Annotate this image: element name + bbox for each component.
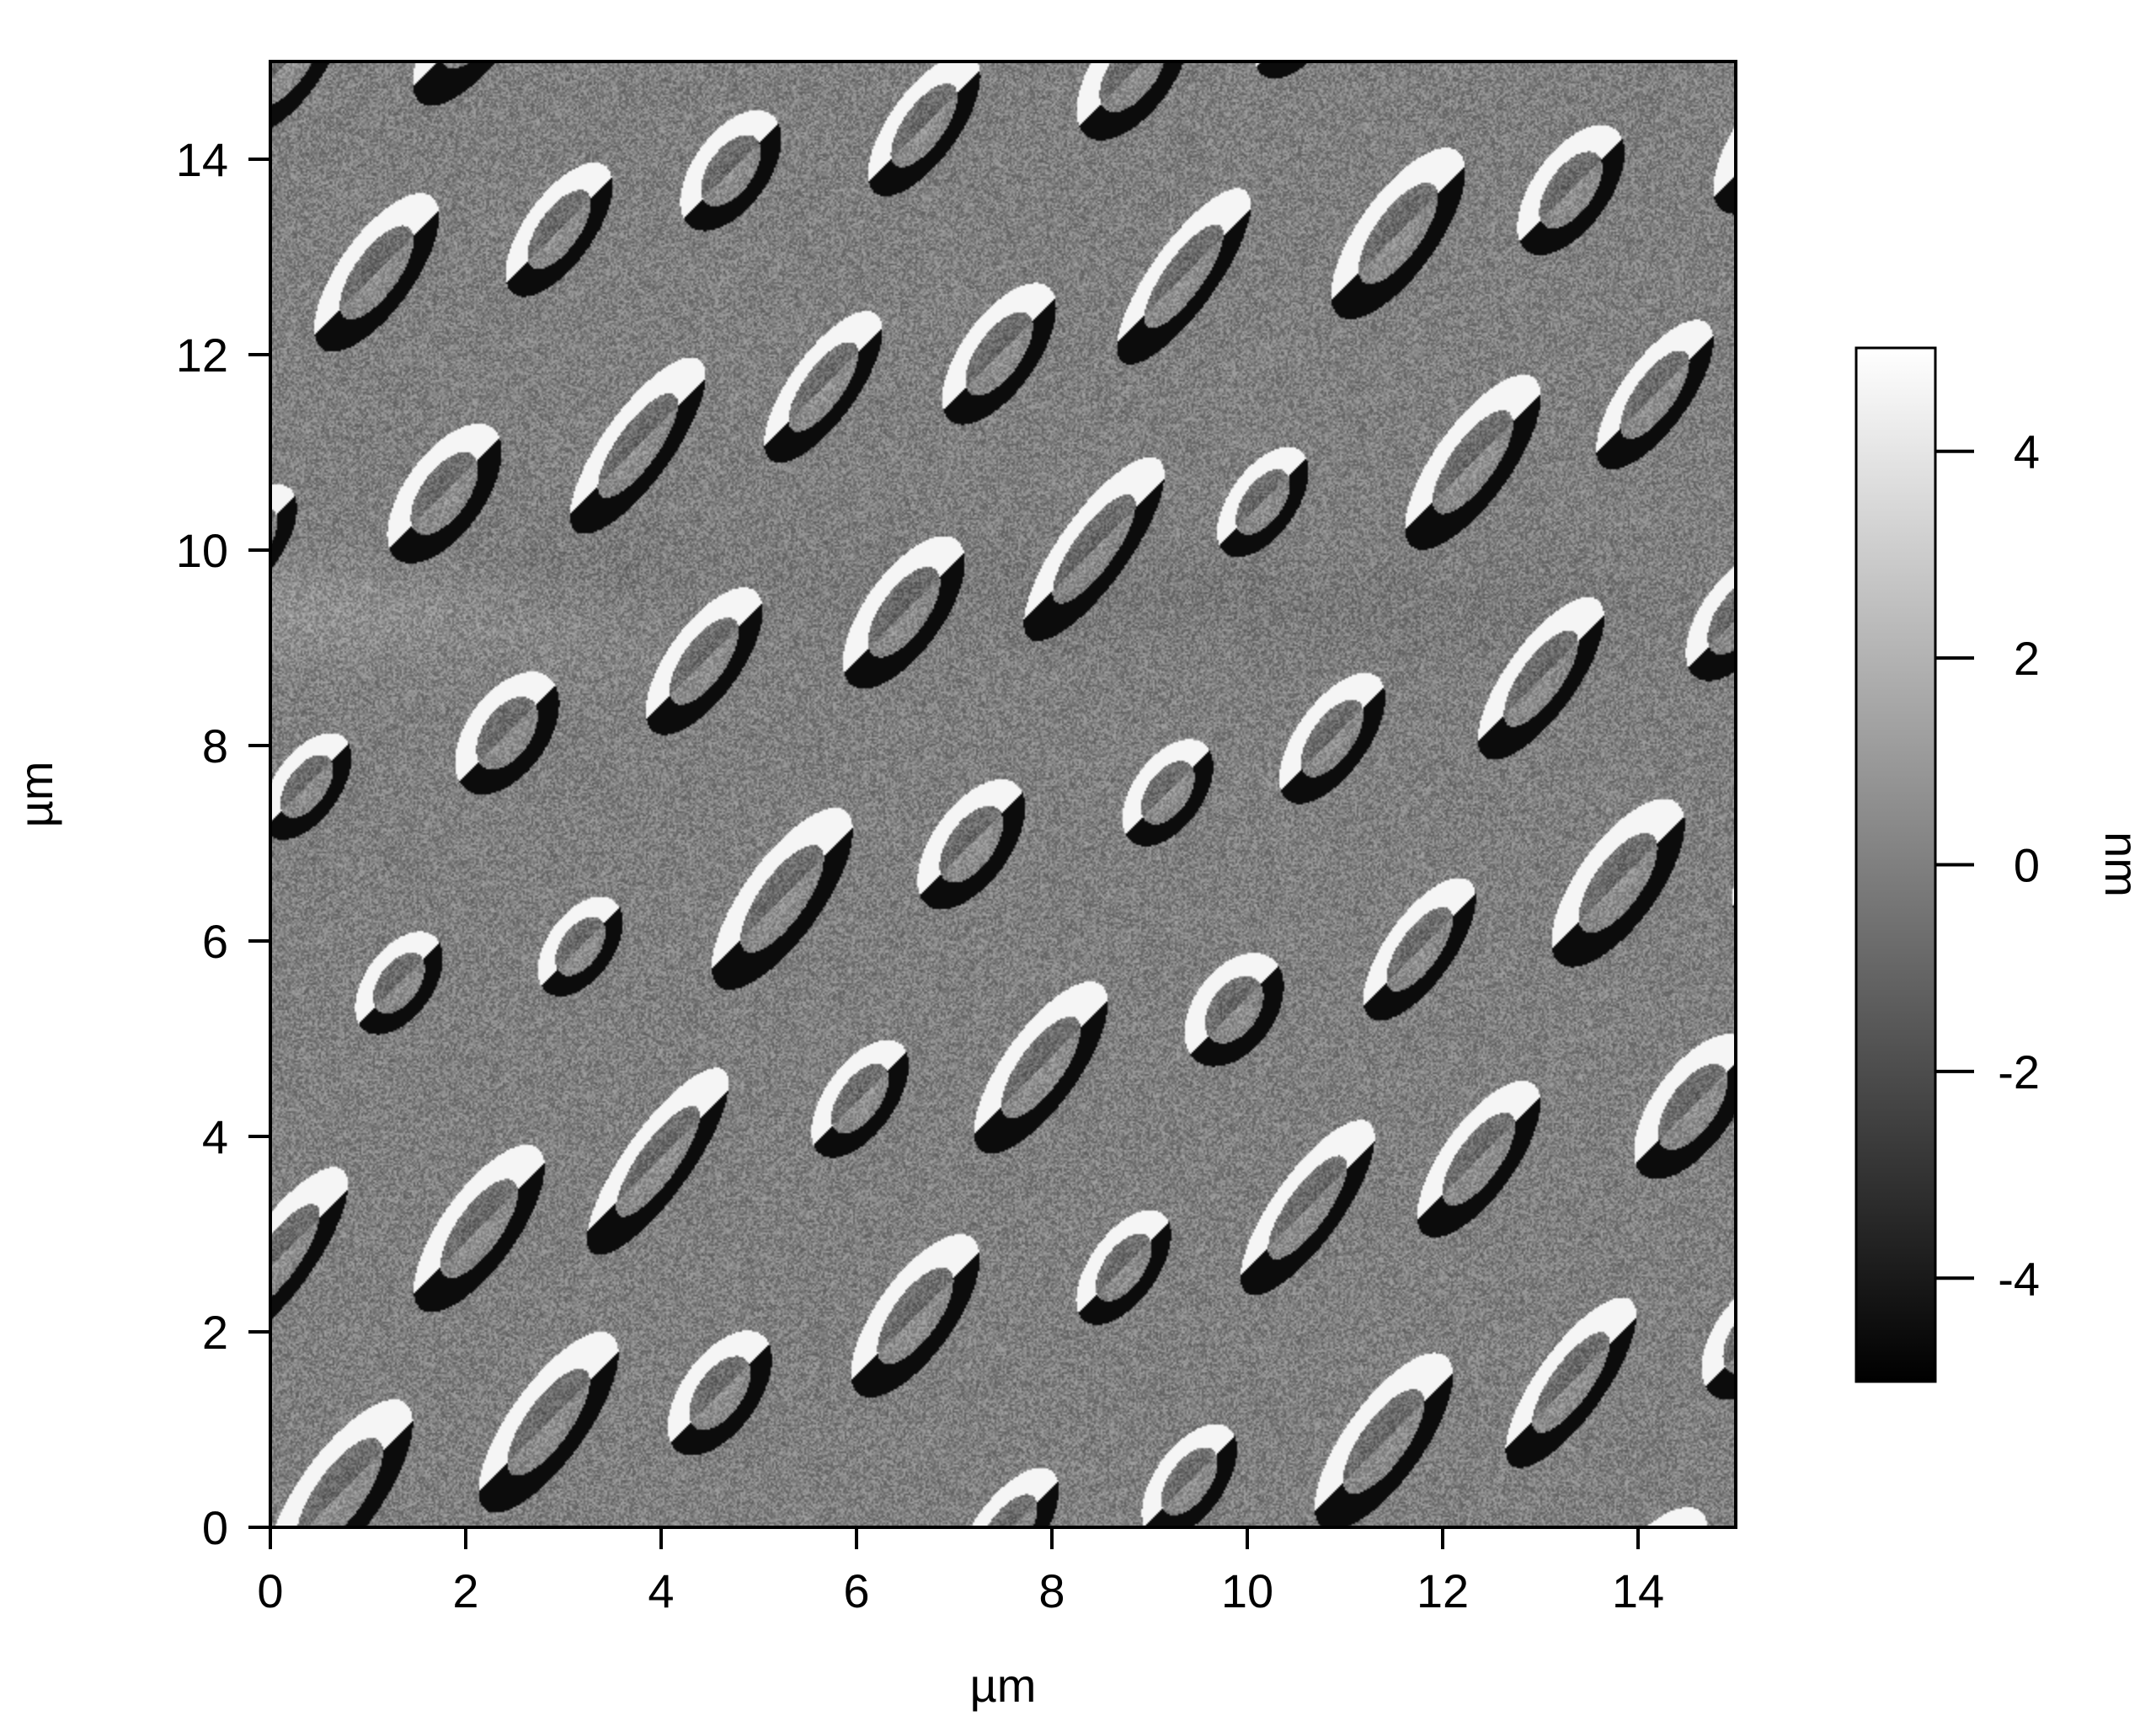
afm-height-image	[270, 61, 1736, 1527]
x-axis-label: µm	[970, 1659, 1037, 1712]
colorbar-tick-label: 4	[2014, 425, 2040, 478]
y-tick-label: 10	[176, 524, 228, 577]
x-tick-label: 2	[452, 1564, 478, 1617]
colorbar-label: nm	[2095, 831, 2148, 897]
y-tick-label: 0	[202, 1501, 228, 1554]
x-tick-label: 14	[1612, 1564, 1664, 1617]
x-tick-label: 10	[1221, 1564, 1273, 1617]
colorbar-tick-label: -2	[1998, 1045, 2040, 1099]
y-tick-label: 4	[202, 1110, 228, 1163]
colorbar-tick-label: -4	[1998, 1252, 2040, 1305]
colorbar	[1854, 346, 1937, 1383]
plot-frame	[269, 60, 1737, 1529]
y-tick-label: 8	[202, 719, 228, 772]
y-tick-label: 2	[202, 1306, 228, 1359]
x-tick-label: 4	[648, 1564, 674, 1617]
y-axis-label: µm	[9, 762, 62, 828]
y-tick-label: 14	[176, 133, 228, 186]
y-tick-label: 6	[202, 915, 228, 968]
colorbar-tick-label: 2	[2014, 632, 2040, 685]
x-tick-label: 6	[843, 1564, 869, 1617]
y-tick-label: 12	[176, 329, 228, 382]
x-tick-label: 0	[257, 1564, 283, 1617]
x-tick-label: 8	[1038, 1564, 1065, 1617]
x-tick-label: 12	[1417, 1564, 1469, 1617]
colorbar-tick-label: 0	[2014, 839, 2040, 892]
